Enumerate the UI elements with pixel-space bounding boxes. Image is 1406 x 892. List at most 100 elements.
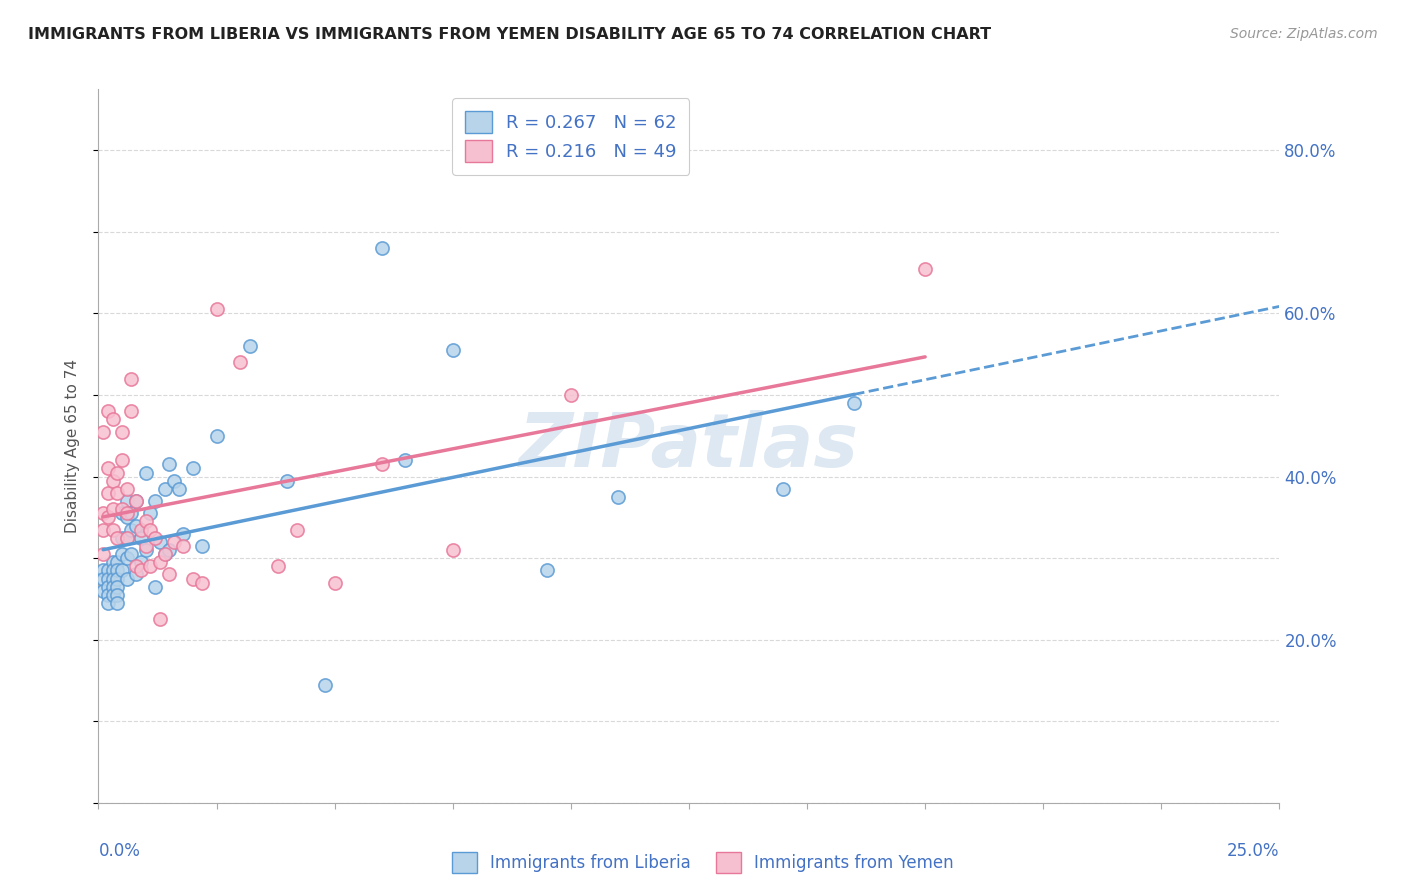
Legend: R = 0.267   N = 62, R = 0.216   N = 49: R = 0.267 N = 62, R = 0.216 N = 49 [453, 98, 689, 175]
Text: 25.0%: 25.0% [1227, 842, 1279, 860]
Point [125, 559, 148, 574]
Point [97, 588, 120, 602]
Point [149, 555, 172, 569]
Point [105, 555, 128, 569]
Point [441, 343, 464, 358]
Point [91, 547, 114, 561]
Point [135, 539, 157, 553]
Point [125, 518, 148, 533]
Point [115, 510, 138, 524]
Point [101, 523, 124, 537]
Point [111, 506, 134, 520]
Point [101, 563, 124, 577]
Point [101, 474, 124, 488]
Text: ZIPatlas: ZIPatlas [519, 409, 859, 483]
Point [167, 482, 190, 496]
Point [97, 563, 120, 577]
Point [111, 531, 134, 545]
Point [97, 486, 120, 500]
Point [172, 526, 194, 541]
Point [105, 486, 128, 500]
Point [172, 539, 194, 553]
Text: IMMIGRANTS FROM LIBERIA VS IMMIGRANTS FROM YEMEN DISABILITY AGE 65 TO 74 CORRELA: IMMIGRANTS FROM LIBERIA VS IMMIGRANTS FR… [28, 27, 991, 42]
Point [129, 523, 152, 537]
Point [101, 555, 124, 569]
Point [157, 458, 180, 472]
Point [111, 563, 134, 577]
Point [844, 396, 866, 410]
Point [560, 388, 582, 402]
Point [115, 482, 138, 496]
Point [129, 563, 152, 577]
Legend: Immigrants from Liberia, Immigrants from Yemen: Immigrants from Liberia, Immigrants from… [446, 846, 960, 880]
Point [125, 494, 148, 508]
Point [111, 547, 134, 561]
Point [115, 506, 138, 520]
Point [914, 261, 936, 276]
Point [91, 563, 114, 577]
Point [149, 534, 172, 549]
Point [153, 482, 176, 496]
Point [101, 572, 124, 586]
Point [129, 555, 152, 569]
Point [97, 461, 120, 475]
Point [129, 531, 152, 545]
Point [163, 534, 186, 549]
Point [772, 482, 794, 496]
Point [536, 563, 558, 577]
Point [105, 572, 128, 586]
Point [139, 506, 162, 520]
Point [157, 543, 180, 558]
Point [121, 523, 143, 537]
Point [121, 372, 143, 386]
Point [91, 523, 114, 537]
Point [115, 494, 138, 508]
Point [157, 567, 180, 582]
Point [394, 453, 416, 467]
Point [105, 580, 128, 594]
Point [125, 567, 148, 582]
Point [323, 575, 346, 590]
Point [105, 563, 128, 577]
Point [607, 490, 630, 504]
Point [91, 506, 114, 520]
Point [101, 502, 124, 516]
Point [111, 502, 134, 516]
Point [111, 453, 134, 467]
Point [125, 494, 148, 508]
Point [143, 494, 166, 508]
Point [239, 339, 262, 353]
Point [314, 677, 336, 691]
Point [143, 531, 166, 545]
Point [135, 466, 157, 480]
Point [105, 588, 128, 602]
Point [139, 559, 162, 574]
Point [163, 474, 186, 488]
Text: 0.0%: 0.0% [98, 842, 141, 860]
Point [91, 572, 114, 586]
Point [135, 543, 157, 558]
Point [205, 302, 228, 317]
Point [285, 523, 308, 537]
Point [441, 543, 464, 558]
Point [143, 580, 166, 594]
Point [97, 510, 120, 524]
Point [121, 506, 143, 520]
Point [371, 458, 394, 472]
Point [121, 404, 143, 418]
Point [205, 429, 228, 443]
Point [181, 461, 204, 475]
Point [105, 531, 128, 545]
Point [91, 583, 114, 598]
Point [267, 559, 290, 574]
Point [97, 596, 120, 610]
Point [153, 547, 176, 561]
Point [97, 572, 120, 586]
Point [229, 355, 252, 369]
Point [191, 575, 214, 590]
Point [115, 531, 138, 545]
Point [139, 523, 162, 537]
Point [101, 412, 124, 426]
Point [371, 241, 394, 255]
Point [111, 425, 134, 439]
